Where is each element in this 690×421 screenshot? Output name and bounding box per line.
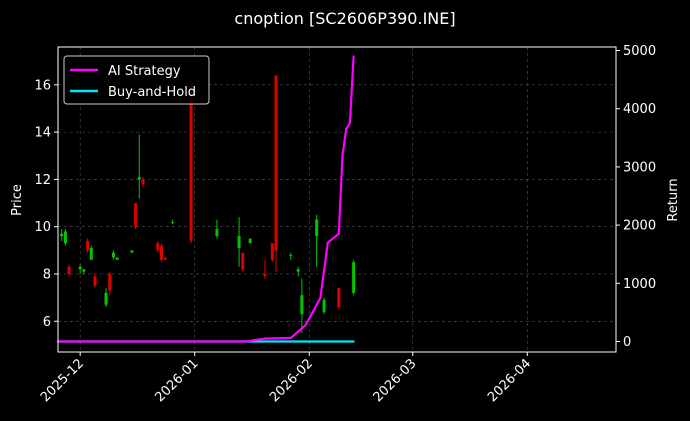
candle-body-18 bbox=[163, 257, 167, 260]
candle-body-31 bbox=[315, 219, 319, 237]
candle-body-3 bbox=[78, 266, 82, 270]
y-tick-label-6: 6 bbox=[43, 315, 51, 330]
strategy-line bbox=[56, 55, 355, 343]
candle-body-13 bbox=[134, 203, 138, 227]
candle-body-28 bbox=[289, 255, 293, 257]
candle-body-20 bbox=[189, 84, 193, 241]
candles bbox=[60, 75, 356, 334]
candle-body-7 bbox=[93, 276, 97, 286]
y2-tick-label-4000: 4000 bbox=[623, 102, 656, 117]
y-tick-label-8: 8 bbox=[43, 267, 51, 282]
legend-box bbox=[63, 55, 210, 105]
legend-label-ai-strategy: AI Strategy bbox=[108, 64, 181, 79]
candle-body-24 bbox=[248, 238, 252, 244]
candle-body-10 bbox=[111, 252, 115, 258]
candle-body-0 bbox=[60, 233, 64, 237]
y2-axis-ticks: 0 1000 2000 3000 4000 5000 bbox=[616, 44, 656, 350]
y-tick-label-10: 10 bbox=[34, 220, 51, 235]
candle-body-12 bbox=[130, 250, 134, 253]
candle-body-14 bbox=[137, 177, 141, 180]
y-axis-label: Price bbox=[10, 184, 25, 216]
candle-body-34 bbox=[352, 262, 356, 293]
y-tick-label-14: 14 bbox=[34, 126, 51, 141]
candle-body-33 bbox=[337, 288, 341, 308]
candle-body-19 bbox=[171, 221, 175, 223]
candle-body-16 bbox=[156, 243, 160, 251]
y2-axis-label: Return bbox=[666, 178, 681, 221]
y2-tick-label-5000: 5000 bbox=[623, 44, 656, 59]
chart-title: cnoption [SC2606P390.INE] bbox=[234, 9, 455, 28]
candle-body-4 bbox=[82, 269, 86, 272]
plot-frame bbox=[57, 46, 617, 353]
candle-body-26 bbox=[270, 243, 274, 260]
y2-tick-label-1000: 1000 bbox=[623, 277, 656, 292]
candle-body-8 bbox=[104, 292, 108, 305]
candle-body-15 bbox=[141, 179, 145, 185]
candle-body-21 bbox=[215, 229, 219, 237]
y2-tick-label-3000: 3000 bbox=[623, 160, 656, 175]
candle-body-9 bbox=[108, 273, 112, 291]
candle-body-22 bbox=[237, 236, 241, 248]
candle-body-25 bbox=[263, 273, 267, 277]
candle-body-29 bbox=[296, 269, 300, 272]
candle-body-1 bbox=[63, 231, 67, 244]
legend-label-buy-and-hold: Buy-and-Hold bbox=[108, 85, 196, 100]
y2-tick-label-0: 0 bbox=[623, 335, 631, 350]
return-lines bbox=[56, 55, 355, 343]
y-axis-ticks: 6 8 10 12 14 16 bbox=[34, 78, 58, 330]
candle-body-30 bbox=[300, 295, 304, 315]
candle-body-23 bbox=[241, 252, 245, 270]
y2-tick-label-2000: 2000 bbox=[623, 219, 656, 234]
candle-body-5 bbox=[86, 240, 90, 251]
y-tick-label-16: 16 bbox=[34, 78, 51, 93]
y-tick-label-12: 12 bbox=[34, 173, 51, 188]
candle-body-6 bbox=[89, 247, 93, 260]
candle-body-17 bbox=[159, 245, 163, 260]
candle-body-32 bbox=[322, 299, 326, 312]
candle-body-2 bbox=[67, 266, 71, 274]
candle-body-27 bbox=[274, 75, 278, 251]
legend: AI Strategy Buy-and-Hold bbox=[63, 55, 210, 105]
candle-body-11 bbox=[115, 257, 119, 260]
